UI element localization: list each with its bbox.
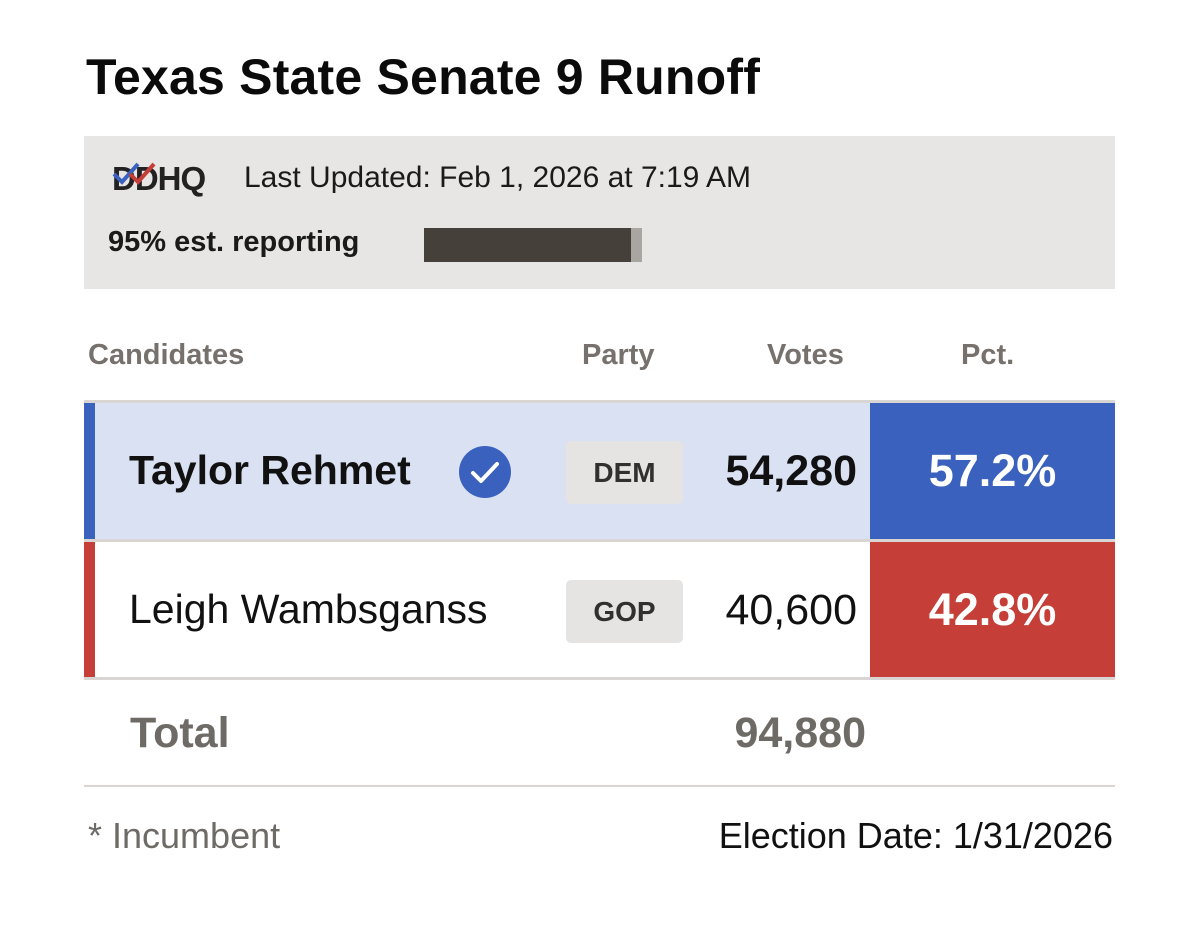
total-label: Total [130, 709, 230, 757]
candidate-name: Taylor Rehmet [129, 447, 411, 493]
last-updated-text: Last Updated: Feb 1, 2026 at 7:19 AM [244, 161, 752, 194]
results-info-panel: DDHQ Last Updated: Feb 1, 2026 at 7:19 A… [84, 136, 1115, 289]
row-divider [84, 539, 1115, 542]
candidate-percent: 42.8% [870, 542, 1115, 678]
party-badge: DEM [566, 441, 683, 504]
candidate-row-rehmet: Taylor Rehmet DEM 54,280 57.2% [84, 403, 1115, 539]
column-header-party: Party [582, 339, 655, 371]
election-date: Election Date: 1/31/2026 [718, 815, 1113, 856]
total-votes: 94,880 [734, 709, 866, 757]
party-stripe [84, 403, 95, 539]
candidate-votes: 40,600 [725, 586, 857, 634]
check-circle-icon [459, 446, 511, 498]
page-title: Texas State Senate 9 Runoff [86, 49, 761, 105]
column-header-votes: Votes [767, 339, 844, 371]
reporting-label: 95% est. reporting [108, 226, 360, 258]
candidate-row-wambsganss: Leigh Wambsganss GOP 40,600 42.8% [84, 542, 1115, 678]
party-stripe [84, 542, 95, 678]
logo-check-marks [112, 162, 156, 185]
column-header-candidates: Candidates [88, 339, 245, 371]
footer-divider [84, 785, 1115, 787]
incumbent-note: * Incumbent [88, 815, 281, 856]
table-bottom-divider [84, 677, 1115, 680]
column-header-pct: Pct. [961, 339, 1015, 371]
party-badge: GOP [566, 580, 683, 643]
reporting-progress-bar [424, 228, 642, 262]
ddhq-logo-icon: DDHQ [112, 160, 222, 200]
candidate-votes: 54,280 [725, 447, 857, 495]
candidate-percent: 57.2% [870, 403, 1115, 539]
candidate-name: Leigh Wambsganss [129, 586, 488, 632]
reporting-progress-fill [424, 228, 632, 262]
table-top-divider [84, 400, 1115, 403]
